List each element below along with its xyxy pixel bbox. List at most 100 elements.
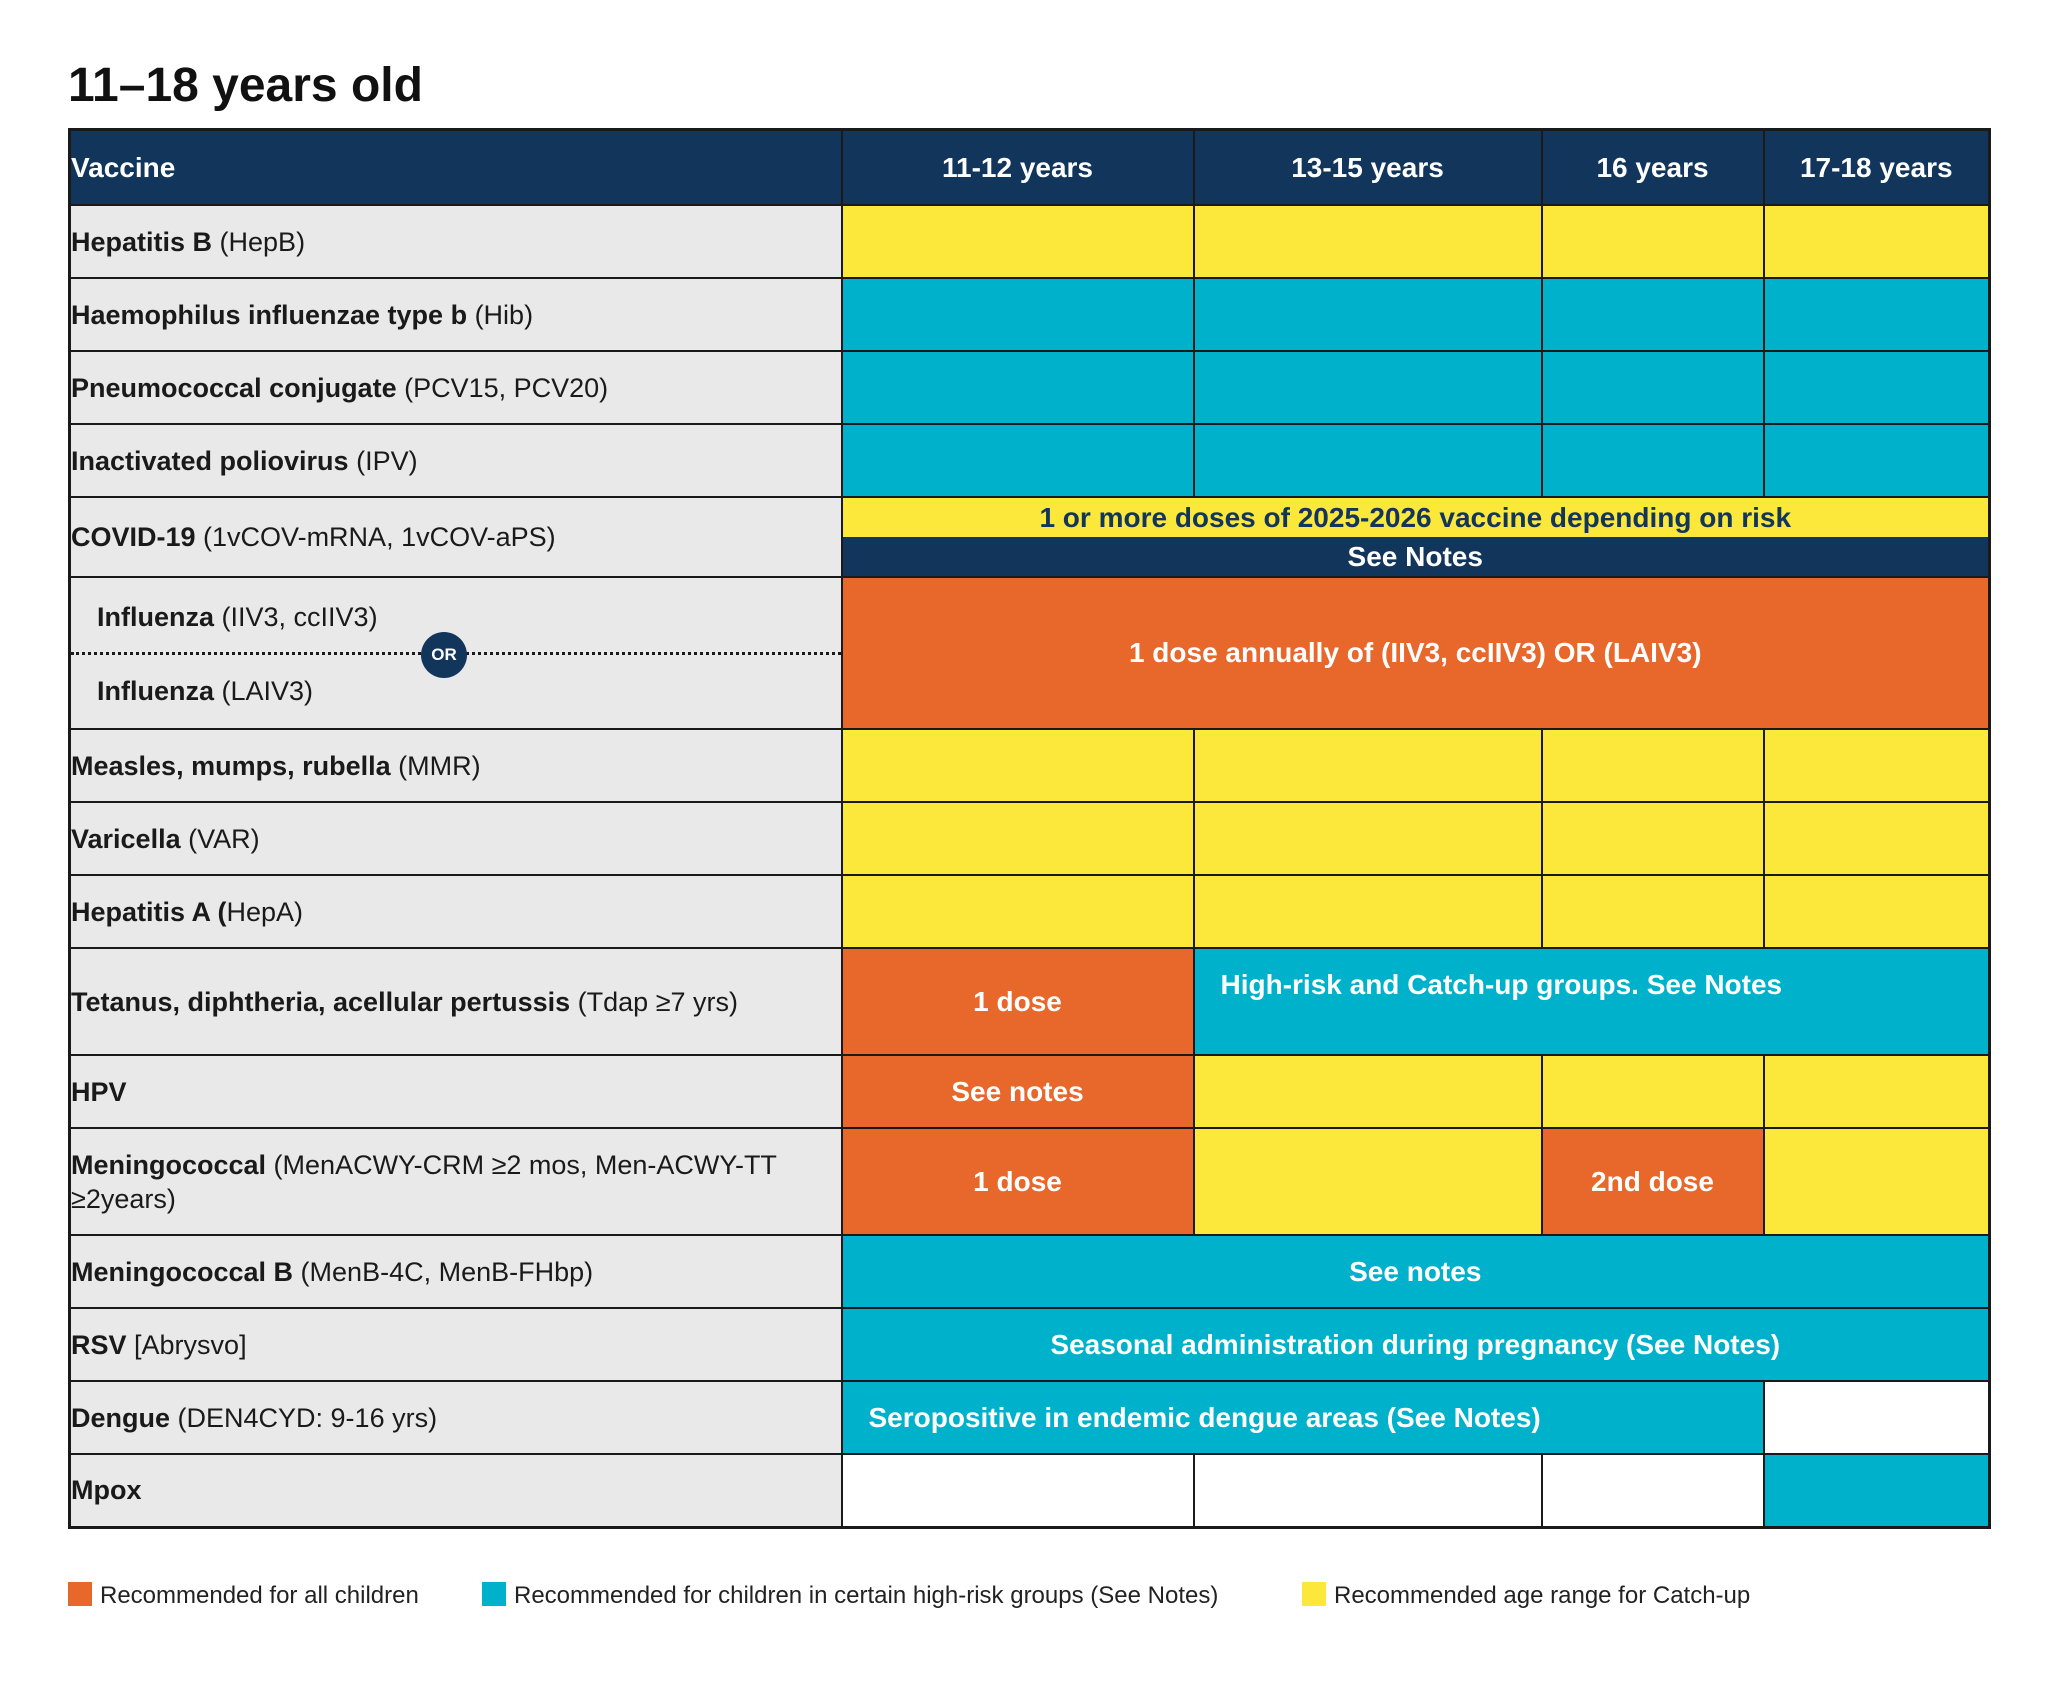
or-badge: OR: [421, 632, 467, 678]
table-row-meningococcal: Meningococcal (MenACWY-CRM ≥2 mos, Men-A…: [68, 1127, 1991, 1236]
vaccine-abbrev: (HepB): [212, 226, 306, 257]
vaccine-name: Haemophilus influenzae type b (Hib): [68, 277, 843, 352]
vaccine-schedule-table: Vaccine 11-12 years 13-15 years 16 years…: [68, 128, 1991, 1529]
legend-label: Recommended age range for Catch-up: [1334, 1582, 1751, 1609]
cell-recommended-dose: 1 dose: [840, 1127, 1195, 1236]
menb-span-cell: See notes: [840, 1234, 1991, 1309]
table-header-row: Vaccine 11-12 years 13-15 years 16 years…: [68, 128, 1991, 206]
cell-catchup: [840, 874, 1195, 949]
vaccine-abbrev: (DEN4CYD: 9-16 yrs): [170, 1402, 438, 1433]
legend-swatch-orange: [68, 1582, 92, 1606]
cell-catchup: [1192, 1127, 1543, 1236]
cell-high-risk: [1762, 1453, 1991, 1528]
vaccine-name: HPV: [68, 1054, 843, 1129]
cell-high-risk: [1192, 423, 1543, 498]
vaccine-abbrev: (1vCOV-mRNA, 1vCOV-aPS): [195, 522, 556, 552]
header-age-11-12: 11-12 years: [840, 128, 1195, 206]
vaccine-name: Measles, mumps, rubella (MMR): [68, 728, 843, 803]
vaccine-name: Hepatitis B (HepB): [68, 204, 843, 279]
table-row-mmr: Measles, mumps, rubella (MMR): [68, 728, 1991, 803]
vaccine-abbrev: HepA): [226, 896, 304, 927]
vaccine-abbrev: (MenB-4C, MenB-FHbp): [293, 1256, 594, 1287]
cell-catchup: [840, 801, 1195, 876]
vaccine-name: Meningococcal (MenACWY-CRM ≥2 mos, Men-A…: [68, 1127, 843, 1236]
cell-high-risk: [1192, 277, 1543, 352]
cell-high-risk: [1762, 277, 1991, 352]
legend-swatch-teal: [482, 1582, 506, 1606]
vaccine-name: Dengue (DEN4CYD: 9-16 yrs): [68, 1380, 843, 1455]
cell-catchup: [1540, 204, 1765, 279]
table-row-menb: Meningococcal B (MenB-4C, MenB-FHbp) See…: [68, 1234, 1991, 1309]
cell-catchup: [1762, 1054, 1991, 1129]
cell-recommended-second-dose: 2nd dose: [1540, 1127, 1765, 1236]
vaccine-label: Influenza: [97, 602, 215, 632]
rsv-span-cell: Seasonal administration during pregnancy…: [840, 1307, 1991, 1382]
vaccine-abbrev: (PCV15, PCV20): [396, 372, 609, 403]
covid-span-cell: 1 or more doses of 2025-2026 vaccine dep…: [840, 496, 1991, 578]
header-age-17-18: 17-18 years: [1762, 128, 1991, 206]
cell-catchup: [1540, 1054, 1765, 1129]
cell-catchup: [840, 728, 1195, 803]
cell-high-risk: [1762, 423, 1991, 498]
legend-swatch-yellow: [1302, 1582, 1326, 1606]
vaccine-label: Pneumococcal conjugate: [71, 372, 397, 403]
vaccine-label: Dengue: [71, 1402, 171, 1433]
cell-catchup: [1540, 801, 1765, 876]
table-row-dengue: Dengue (DEN4CYD: 9-16 yrs) Seropositive …: [68, 1380, 1991, 1455]
dengue-span-cell: Seropositive in endemic dengue areas (Se…: [840, 1380, 1765, 1455]
covid-dose-note: 1 or more doses of 2025-2026 vaccine dep…: [842, 498, 1988, 537]
table-row-mpox: Mpox: [68, 1453, 1991, 1528]
vaccine-abbrev: (IPV): [348, 445, 418, 476]
table-row-influenza: Influenza (IIV3, ccIIV3) OR Influenza (L…: [68, 576, 1991, 730]
table-row-rsv: RSV [Abrysvo] Seasonal administration du…: [68, 1307, 1991, 1382]
tdap-catchup-span: High-risk and Catch-up groups. See Notes: [1192, 947, 1991, 1056]
cell-catchup: [1192, 1054, 1543, 1129]
cell-high-risk: [1540, 423, 1765, 498]
cell-catchup: [840, 204, 1195, 279]
vaccine-abbrev: (Hib): [467, 299, 534, 330]
table-row-hib: Haemophilus influenzae type b (Hib): [68, 277, 1991, 352]
header-vaccine: Vaccine: [68, 128, 843, 206]
vaccine-name: Pneumococcal conjugate (PCV15, PCV20): [68, 350, 843, 425]
table-row-varicella: Varicella (VAR): [68, 801, 1991, 876]
cell-catchup: [1192, 728, 1543, 803]
vaccine-abbrev: (LAIV3): [214, 676, 314, 706]
vaccine-label: Hepatitis B: [71, 226, 213, 257]
vaccine-abbrev: (IIV3, ccIIV3): [214, 602, 378, 632]
table-row-pcv: Pneumococcal conjugate (PCV15, PCV20): [68, 350, 1991, 425]
vaccine-name: Mpox: [68, 1453, 843, 1528]
vaccine-label: Varicella: [71, 823, 181, 854]
vaccine-name: Inactivated poliovirus (IPV): [68, 423, 843, 498]
legend-label: Recommended for children in certain high…: [514, 1582, 1219, 1609]
cell-catchup: [1192, 874, 1543, 949]
vaccine-name-influenza: Influenza (IIV3, ccIIV3) OR Influenza (L…: [68, 576, 843, 730]
cell-high-risk: [1762, 350, 1991, 425]
page-title: 11–18 years old: [68, 59, 423, 112]
vaccine-abbrev: (MenACWY-CRM ≥2 mos, Men-ACWY-TT ≥2years…: [71, 1149, 777, 1214]
vaccine-label: Influenza: [97, 676, 215, 706]
vaccine-name: Hepatitis A (HepA): [68, 874, 843, 949]
vaccine-label: Inactivated poliovirus: [71, 445, 349, 476]
vaccine-name: RSV [Abrysvo]: [68, 1307, 843, 1382]
table-row-hepb: Hepatitis B (HepB): [68, 204, 1991, 279]
vaccine-label: COVID-19: [71, 522, 196, 552]
cell-high-risk: [1192, 350, 1543, 425]
vaccine-abbrev: (Tdap ≥7 yrs): [570, 986, 739, 1017]
cell-catchup: [1192, 801, 1543, 876]
cell-not-applicable: [1540, 1453, 1765, 1528]
vaccine-label: Measles, mumps, rubella: [71, 750, 391, 781]
vaccine-label: HPV: [71, 1076, 127, 1107]
legend-label: Recommended for all children: [100, 1582, 419, 1609]
legend-item-recommended: Recommended for all children: [68, 1582, 419, 1610]
header-age-16: 16 years: [1540, 128, 1765, 206]
vaccine-name: Varicella (VAR): [68, 801, 843, 876]
cell-high-risk: [840, 350, 1195, 425]
header-age-13-15: 13-15 years: [1192, 128, 1543, 206]
cell-not-applicable: [840, 1453, 1195, 1528]
vaccine-label: Hepatitis A (: [71, 896, 227, 927]
cell-not-applicable: [1762, 1380, 1991, 1455]
vaccine-name: Tetanus, diphtheria, acellular pertussis…: [68, 947, 843, 1056]
cell-high-risk: [840, 277, 1195, 352]
cell-catchup: [1762, 1127, 1991, 1236]
vaccine-label: Mpox: [71, 1475, 142, 1506]
